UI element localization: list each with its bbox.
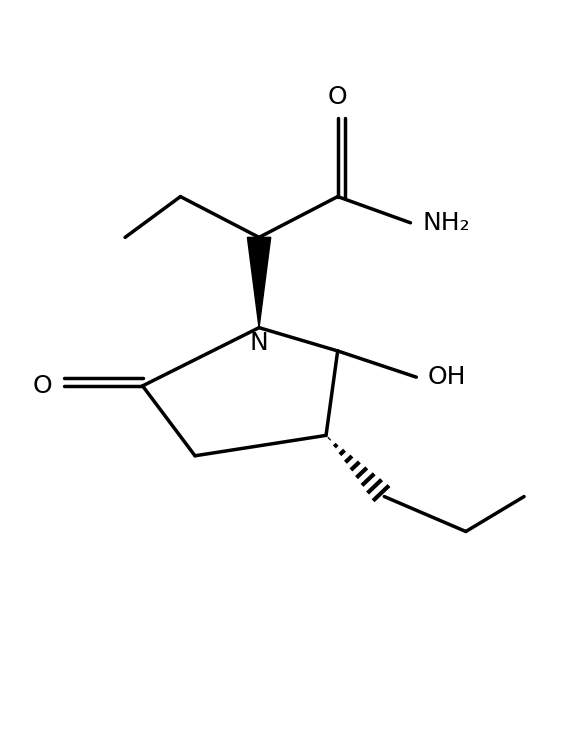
Text: N: N [250,330,269,355]
Text: O: O [328,86,348,109]
Text: OH: OH [428,366,466,389]
Text: NH₂: NH₂ [422,211,470,235]
Text: O: O [33,374,52,398]
Polygon shape [248,238,270,327]
